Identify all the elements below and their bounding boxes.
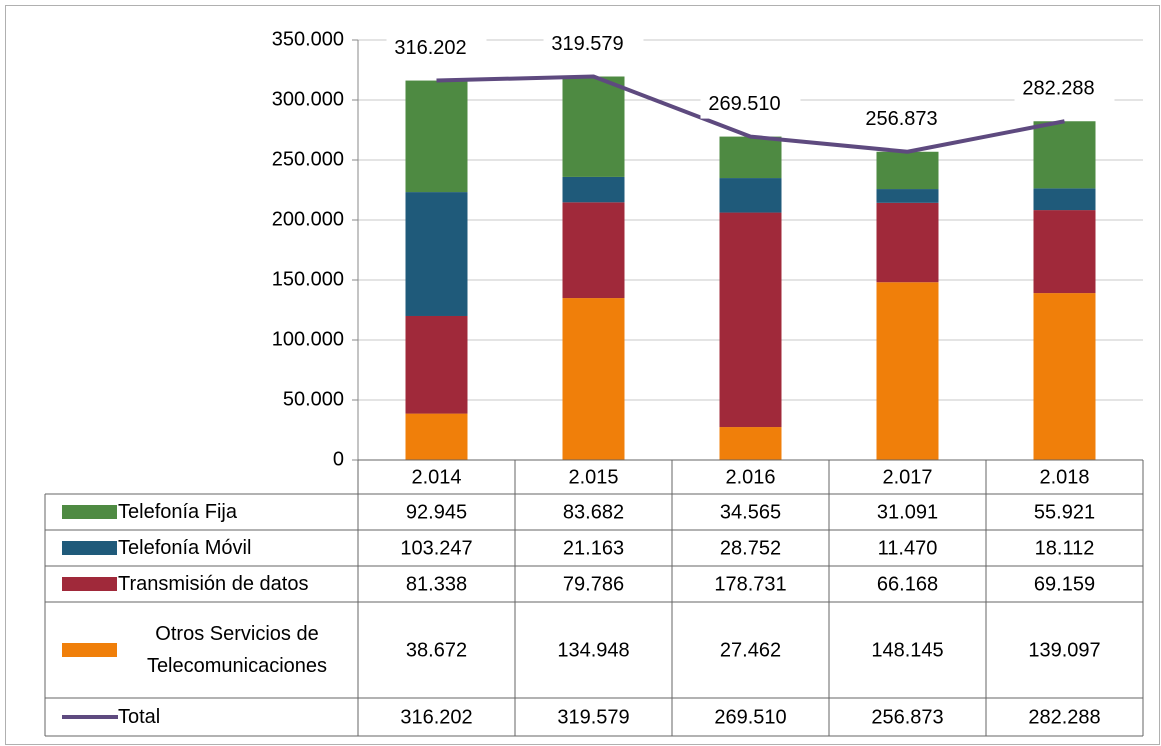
x-tick-label: 2.018	[1039, 466, 1089, 488]
bar-segment	[405, 413, 468, 460]
y-tick-label: 200.000	[272, 208, 344, 230]
legend-label: Transmisión de datos	[118, 573, 309, 595]
bar-segment	[719, 178, 782, 213]
legend-swatch	[62, 643, 117, 657]
y-tick-label: 150.000	[272, 268, 344, 290]
x-tick-label: 2.016	[725, 466, 775, 488]
bar-segment	[876, 202, 939, 283]
table-cell: 148.145	[871, 639, 943, 661]
y-tick-label: 300.000	[272, 88, 344, 110]
bar-segment	[876, 189, 939, 203]
bar-segment	[562, 176, 625, 203]
table-cell: 55.921	[1034, 501, 1095, 523]
data-label: 256.873	[865, 108, 937, 130]
table-cell: 103.247	[400, 537, 472, 559]
legend-label-box: Telefonía Fija	[118, 501, 237, 523]
total-line	[436, 74, 1065, 154]
legend-label: Telefonía Fija	[118, 501, 237, 523]
data-label: 282.288	[1022, 78, 1094, 100]
table-cell: 134.948	[557, 639, 629, 661]
bar-segment	[405, 192, 468, 316]
table-cell: 316.202	[400, 706, 472, 728]
data-label-bg	[1014, 75, 1115, 104]
bar-segment	[1033, 210, 1096, 294]
data-label-bg	[386, 34, 487, 63]
bar-segment	[719, 136, 782, 179]
table-cell: 69.159	[1034, 573, 1095, 595]
table-cell: 38.672	[406, 639, 467, 661]
bar-segment	[1033, 188, 1096, 211]
y-tick-label: 250.000	[272, 148, 344, 170]
table-cell: 83.682	[563, 501, 624, 523]
data-label: 316.202	[394, 37, 466, 59]
data-label-bg	[543, 30, 644, 59]
legend-swatch	[62, 505, 117, 519]
table-cell: 34.565	[720, 501, 781, 523]
bar-segment	[719, 212, 782, 428]
legend-label-box: Total	[118, 706, 161, 728]
data-label: 269.510	[708, 93, 780, 115]
bar-segment	[1033, 121, 1096, 189]
x-tick-label: 2.014	[411, 466, 461, 488]
legend-label-box: Otros Servicios de Telecomunicaciones	[146, 623, 328, 677]
bar-segment	[876, 282, 939, 460]
bar-segment	[562, 76, 625, 177]
table-cell: 92.945	[406, 501, 467, 523]
table-cell: 27.462	[720, 639, 781, 661]
table-cell: 256.873	[871, 706, 943, 728]
bar-segment	[405, 80, 468, 193]
table-cell: 81.338	[406, 573, 467, 595]
table-cell: 269.510	[714, 706, 786, 728]
y-tick-label: 100.000	[272, 328, 344, 350]
table-cell: 178.731	[714, 573, 786, 595]
bar-segment	[1033, 293, 1096, 460]
y-tick-label: 50.000	[283, 388, 344, 410]
data-label-bg	[700, 90, 801, 119]
bar-segment	[562, 298, 625, 460]
y-tick-label: 350.000	[272, 28, 344, 50]
table-cell: 11.470	[878, 537, 938, 559]
legend-label: Total	[118, 706, 161, 728]
table-cell: 18.112	[1035, 537, 1095, 559]
bar-segment	[876, 151, 939, 190]
data-label: 319.579	[551, 33, 623, 55]
table-cell: 319.579	[557, 706, 629, 728]
data-label-bg	[857, 105, 958, 134]
table-cell: 31.091	[877, 501, 938, 523]
x-tick-label: 2.015	[568, 466, 618, 488]
y-tick-label: 0	[333, 448, 344, 470]
table-cell: 139.097	[1028, 639, 1100, 661]
bar-segment	[405, 315, 468, 414]
legend-label: Otros Servicios de Telecomunicaciones	[146, 623, 328, 677]
table-cell: 79.786	[563, 573, 624, 595]
legend-label-box: Transmisión de datos	[118, 573, 309, 595]
table-cell: 21.163	[563, 537, 624, 559]
table-cell: 28.752	[720, 537, 781, 559]
legend-label: Telefonía Móvil	[118, 537, 252, 559]
bar-segment	[562, 202, 625, 299]
x-tick-label: 2.017	[882, 466, 932, 488]
legend-swatch	[62, 541, 117, 555]
table-cell: 282.288	[1028, 706, 1100, 728]
legend-label-box: Telefonía Móvil	[118, 537, 252, 559]
bar-segment	[719, 427, 782, 460]
legend-swatch	[62, 577, 117, 591]
table-cell: 66.168	[877, 573, 938, 595]
